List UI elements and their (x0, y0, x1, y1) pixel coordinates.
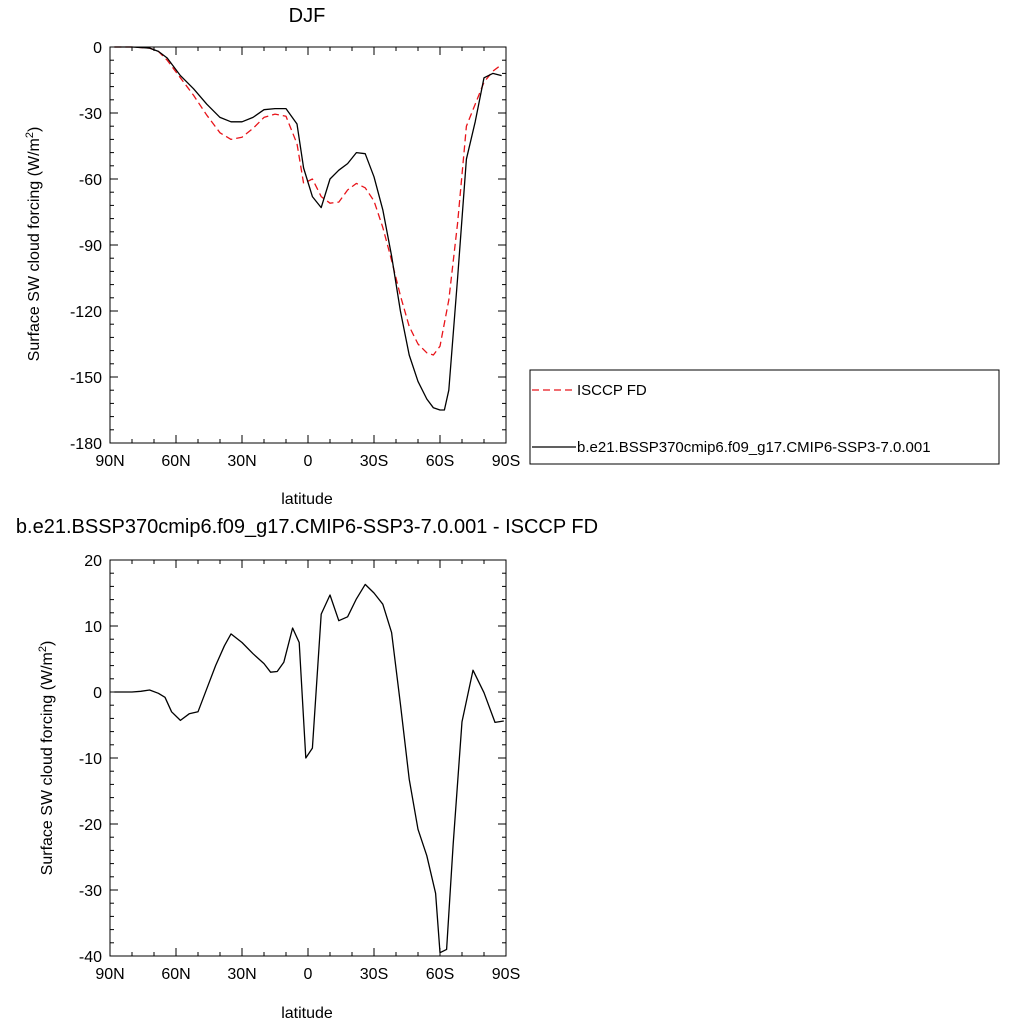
y-axis-label-text: Surface SW cloud forcing (W/m (26, 138, 43, 361)
x-axis-label: latitude (281, 491, 333, 508)
x-tick-label: 30S (360, 966, 388, 983)
y-tick-label: 0 (93, 685, 102, 702)
y-tick-label: -40 (79, 949, 102, 966)
y-tick-label: -30 (79, 883, 102, 900)
x-tick-label: 90S (492, 966, 520, 983)
plot-area: 90N 60N 30N 0 30S 60S 90S 0 -30 -60 -90 -120 -150 -18… (70, 40, 520, 470)
y-tick-label: -90 (79, 238, 102, 255)
x-tick-label: 60S (426, 966, 454, 983)
series-line-0 (114, 46, 502, 356)
chart-difference: b.e21.BSSP370cmip6.f09_g17.CMIP6-SSP3-7.… (16, 516, 598, 1022)
legend-entry-model: b.e21.BSSP370cmip6.f09_g17.CMIP6-SSP3-7.… (577, 439, 931, 456)
y-tick-label: 20 (84, 553, 102, 570)
y-tick-label: -30 (79, 106, 102, 123)
legend-box (529, 369, 1000, 465)
plot-frame (109, 559, 507, 957)
x-tick-label: 90S (492, 453, 520, 470)
x-tick-label: 30N (227, 453, 256, 470)
y-axis-label: Surface SW cloud forcing (W/m2) (37, 641, 56, 876)
x-tick-label: 30N (227, 966, 256, 983)
y-tick-label: -20 (79, 817, 102, 834)
y-tick-label: -180 (70, 436, 102, 453)
legend-entry-isccp: ISCCP FD (577, 382, 647, 399)
x-tick-label: 60N (161, 453, 190, 470)
y-axis-label: Surface SW cloud forcing (W/m2) (24, 127, 43, 362)
y-tick-label: -60 (79, 172, 102, 189)
chart-djf: DJF 90N 60N 30N 0 30S 60S 90S 0 -30 -60 -90 -120 -15… (24, 5, 1000, 508)
x-tick-label: 0 (304, 453, 313, 470)
series-line-0 (114, 583, 504, 954)
y-axis-label-sup: 2 (24, 132, 36, 138)
x-tick-label: 60N (161, 966, 190, 983)
y-tick-label: -120 (70, 304, 102, 321)
y-tick-label: -10 (79, 751, 102, 768)
y-tick-label: -150 (70, 370, 102, 387)
x-tick-label: 0 (304, 966, 313, 983)
y-tick-label: 0 (93, 40, 102, 57)
chart-title: DJF (289, 5, 326, 27)
y-axis-label-sup: 2 (37, 646, 49, 652)
y-axis-label-text: Surface SW cloud forcing (W/m (39, 652, 56, 875)
x-tick-label: 90N (95, 453, 124, 470)
x-tick-label: 60S (426, 453, 454, 470)
series-line-1 (114, 46, 502, 411)
plot-area: 90N 60N 30N 0 30S 60S 90S 20 10 0 -10 -20 -30 -40 (79, 553, 520, 983)
legend: ISCCP FD b.e21.BSSP370cmip6.f09_g17.CMIP… (529, 369, 1000, 465)
y-axis-label-end: ) (26, 127, 43, 132)
chart-title: b.e21.BSSP370cmip6.f09_g17.CMIP6-SSP3-7.… (16, 516, 598, 538)
x-axis-label: latitude (281, 1005, 333, 1022)
plot-frame (109, 46, 507, 444)
y-tick-label: 10 (84, 619, 102, 636)
y-axis-label-end: ) (39, 641, 56, 646)
x-tick-label: 90N (95, 966, 124, 983)
x-tick-label: 30S (360, 453, 388, 470)
